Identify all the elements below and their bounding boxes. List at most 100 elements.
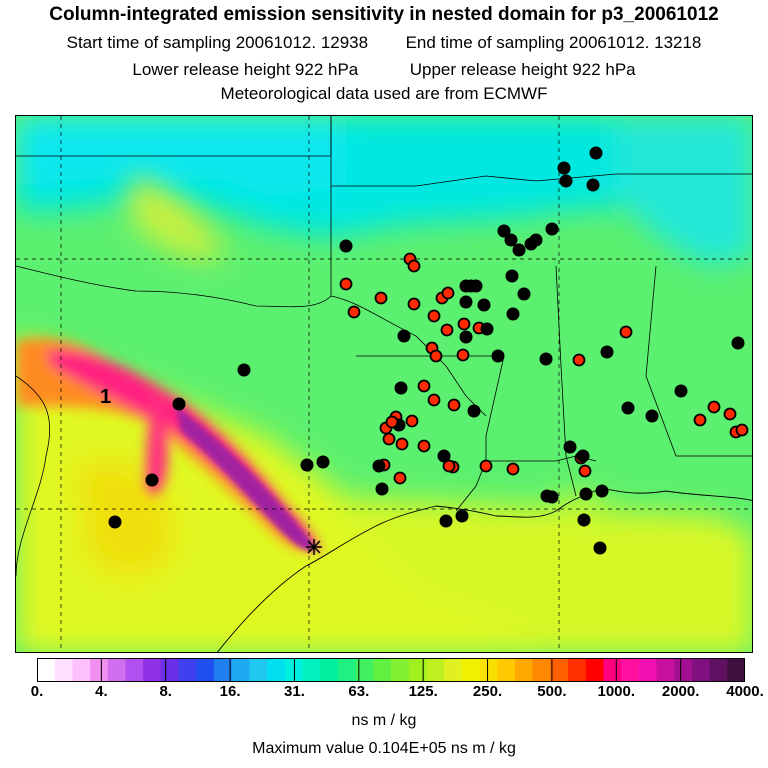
colorbar-swatch xyxy=(444,658,463,682)
colorbar-swatch xyxy=(54,658,73,682)
colorbar-swatch xyxy=(426,658,445,682)
measurement-site-marker-red xyxy=(385,415,399,429)
colorbar-swatch xyxy=(178,658,197,682)
measurement-site-marker-black xyxy=(559,174,573,188)
measurement-site-marker-black xyxy=(645,409,659,423)
colorbar-swatch xyxy=(231,658,250,682)
observation-sites xyxy=(108,146,749,555)
colorbar-swatch xyxy=(125,658,144,682)
emission-sensitivity-map: 1 xyxy=(15,115,753,653)
colorbar-swatch xyxy=(302,658,321,682)
colorbar-swatch xyxy=(267,658,286,682)
colorbar-tick-label: 125. xyxy=(408,683,438,700)
measurement-site-marker-black xyxy=(467,404,481,418)
colorbar-tick-label: 500. xyxy=(537,683,567,700)
peak-sensitivity-core xyxy=(176,406,316,551)
colorbar-swatch xyxy=(674,658,693,682)
colorbar-swatch xyxy=(568,658,587,682)
colorbar-swatch xyxy=(72,658,91,682)
plot-title: Column-integrated emission sensitivity i… xyxy=(49,4,719,25)
measurement-site-marker-black xyxy=(300,458,314,472)
measurement-site-marker-red xyxy=(440,323,454,337)
measurement-site-marker-red xyxy=(339,277,353,291)
measurement-site-marker-red xyxy=(479,459,493,473)
measurement-site-marker-red xyxy=(442,459,456,473)
met-data-label: Meteorological data used are from ECMWF xyxy=(220,84,548,103)
measurement-site-marker-red xyxy=(572,353,586,367)
measurement-site-marker-red xyxy=(723,407,737,421)
colorbar-tick-label: 63. xyxy=(348,683,370,700)
measurement-site-marker-black xyxy=(375,482,389,496)
measurement-site-marker-black xyxy=(108,515,122,529)
colorbar-swatch xyxy=(621,658,640,682)
measurement-site-marker-black xyxy=(600,345,614,359)
colorbar-swatch xyxy=(249,658,268,682)
sampling-time-line: Start time of sampling 20061012. 12938 E… xyxy=(0,33,768,53)
measurement-site-marker-black xyxy=(563,440,577,454)
measurement-site-marker-black xyxy=(539,352,553,366)
colorbar-tick-label: 250. xyxy=(472,683,503,700)
measurement-site-marker-black xyxy=(497,224,511,238)
upper-height-label: Upper release height 922 hPa xyxy=(409,60,636,79)
measurement-site-marker-red xyxy=(707,400,721,414)
colorbar-tick-label: 0. xyxy=(30,683,44,700)
measurement-site-marker-black xyxy=(469,279,483,293)
measurement-site-marker-red xyxy=(417,439,431,453)
measurement-site-marker-red xyxy=(407,297,421,311)
measurement-site-marker-black xyxy=(512,243,526,257)
measurement-site-marker-red xyxy=(393,471,407,485)
colorbar-swatch xyxy=(532,658,551,682)
colorbar-tick-label: 2000. xyxy=(661,683,700,700)
colorbar-tick-label: 1000. xyxy=(597,683,636,700)
measurement-site-marker-black xyxy=(589,146,603,160)
measurement-site-marker-black xyxy=(480,322,494,336)
colorbar-swatch xyxy=(284,658,303,682)
max-value-label: Maximum value 0.104E+05 ns m / kg xyxy=(252,740,516,757)
measurement-site-marker-black xyxy=(504,233,518,247)
measurement-site-marker-black xyxy=(459,295,473,309)
measurement-site-marker-black xyxy=(491,349,505,363)
measurement-site-marker-black xyxy=(593,541,607,555)
measurement-site-marker-red xyxy=(735,423,749,437)
measurement-site-marker-red xyxy=(347,305,361,319)
measurement-site-marker-black xyxy=(621,401,635,415)
start-time-label: Start time of sampling 20061012. 12938 xyxy=(66,33,369,52)
colorbar-swatch xyxy=(497,658,516,682)
colorbar-swatch xyxy=(90,658,109,682)
colorbar-swatch xyxy=(373,658,392,682)
measurement-site-marker-black xyxy=(540,489,554,503)
measurement-site-marker-black xyxy=(545,222,559,236)
colorbar-swatch xyxy=(709,658,728,682)
colorbar-swatch xyxy=(214,658,233,682)
measurement-site-marker-black xyxy=(339,239,353,253)
units-label: ns m / kg xyxy=(351,712,417,729)
measurement-site-marker-black xyxy=(674,384,688,398)
measurement-site-marker-red xyxy=(429,349,443,363)
measurement-site-marker-black xyxy=(577,513,591,527)
measurement-site-marker-red xyxy=(427,309,441,323)
measurement-site-marker-black xyxy=(731,336,745,350)
measurement-site-marker-red xyxy=(456,348,470,362)
release-height-line: Lower release height 922 hPa Upper relea… xyxy=(0,60,768,80)
measurement-site-marker-red xyxy=(619,325,633,339)
colorbar-tick-label: 4000. xyxy=(726,683,764,700)
colorbar-tick-label: 8. xyxy=(159,683,172,700)
measurement-site-marker-black xyxy=(397,329,411,343)
measurement-site-marker-red xyxy=(441,286,455,300)
measurement-site-marker-red xyxy=(693,413,707,427)
measurement-site-marker-black xyxy=(437,449,451,463)
colorbar-swatch xyxy=(585,658,604,682)
colorbar-swatch xyxy=(196,658,215,682)
measurement-site-marker-black xyxy=(316,455,330,469)
measurement-site-marker-black xyxy=(506,307,520,321)
measurement-site-marker-red xyxy=(457,317,471,331)
measurement-site-marker-red xyxy=(427,393,441,407)
measurement-site-marker-black xyxy=(576,449,590,463)
star-icon xyxy=(306,539,322,555)
lower-height-label: Lower release height 922 hPa xyxy=(132,60,359,79)
end-time-label: End time of sampling 20061012. 13218 xyxy=(405,33,702,52)
measurement-site-marker-black xyxy=(579,487,593,501)
colorbar-swatch xyxy=(727,658,745,682)
measurement-site-marker-black xyxy=(586,178,600,192)
colorbar-swatch xyxy=(107,658,126,682)
